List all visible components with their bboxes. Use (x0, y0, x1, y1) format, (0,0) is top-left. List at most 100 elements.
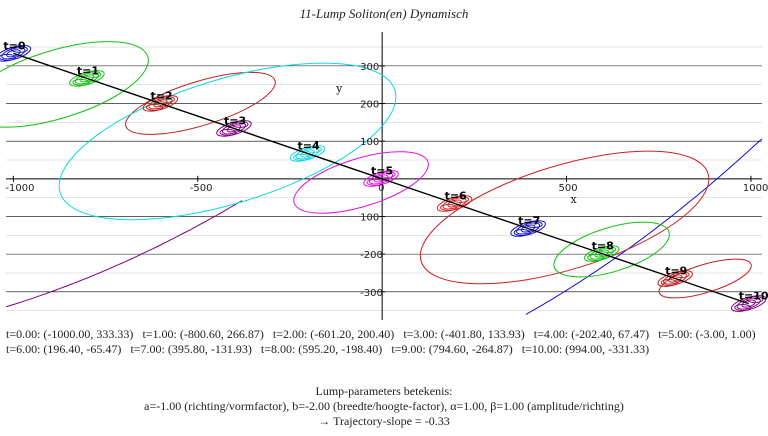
lump-labels: t=0 t=1 t=2 t=3 t=4 t=5 t=6 t=7 t=8 t=9 t=10 (3, 39, 768, 302)
lump-ring (295, 147, 320, 160)
lump-label-0: t=0 (3, 39, 25, 52)
lump-ring (74, 72, 99, 85)
lump-ring (1, 47, 26, 60)
lump-label-3: t=3 (224, 114, 246, 127)
y-tick-label-0: -300 (360, 288, 383, 299)
outer-ring-3 (293, 151, 429, 214)
lump-label-10: t=10 (739, 290, 768, 303)
lump-label-4: t=4 (298, 139, 320, 152)
outer-ring-1 (125, 71, 276, 135)
lump-rings (0, 41, 767, 312)
lump-label-6: t=6 (445, 189, 467, 202)
params-line2: → Trajectory-slope = -0.33 (318, 414, 450, 428)
lump-ring (442, 197, 467, 210)
lump-lobe (72, 78, 90, 86)
lump-lobe (440, 203, 458, 211)
params-heading: Lump-parameters betekenis: (315, 384, 453, 398)
plot-area: t=0 t=1 t=2 t=3 t=4 t=5 t=6 t=7 t=8 t=9 t=10 -1000… (0, 32, 768, 320)
outer-ring-2 (58, 62, 397, 221)
background-curves (5, 138, 763, 315)
lump-ring (368, 172, 394, 185)
y-tick-label-2: 100 (360, 212, 379, 223)
lump-lobe (672, 271, 690, 279)
lump-lobe (231, 120, 249, 128)
outer-ring-4 (419, 150, 710, 285)
lump-position-1: t=1.00: (-800.60, 266.87) (142, 327, 264, 341)
lump-position-8: t=8.00: (595.20, -198.40) (260, 342, 383, 356)
lump-lobe (378, 170, 396, 178)
lump-lobe (84, 70, 102, 78)
x-tick-label-2: 0 (378, 183, 384, 194)
y-tick-label-3: 100 (360, 137, 379, 148)
lump-lobe (0, 53, 16, 61)
trajectory (13, 52, 749, 305)
lump-label-1: t=1 (77, 64, 99, 77)
x-tick-label-3: 500 (559, 183, 578, 194)
x-tick-label-4: 1000 (743, 183, 768, 194)
lump-position-4: t=4.00: (-202.40, 67.47) (533, 327, 650, 341)
lump-lobe (366, 178, 384, 186)
lump-lobe (525, 220, 543, 228)
lump-mark-9 (657, 270, 693, 287)
lump-mark-5 (363, 170, 399, 187)
lump-ring (663, 272, 688, 285)
lump-mark-1 (69, 70, 105, 87)
lump-lobe (305, 145, 323, 153)
params-line1: a=-1.00 (richting/vormfactor), b=-2.00 (… (144, 399, 624, 413)
y-tick-label-5: 300 (360, 62, 379, 73)
outer-ring-6 (658, 258, 752, 299)
trajectory-line (13, 52, 749, 305)
lump-label-8: t=8 (592, 240, 614, 253)
x-axis-label: x (571, 193, 578, 206)
lump-lobe (219, 128, 237, 136)
lump-label-5: t=5 (371, 164, 393, 177)
lump-lobe (734, 304, 752, 312)
lump-mark-3 (216, 120, 252, 137)
lump-mark-8 (583, 245, 620, 262)
lump-ring (148, 97, 173, 110)
lump-lobe (293, 153, 311, 161)
lump-lobe (599, 246, 617, 254)
lump-position-6: t=6.00: (196.40, -65.47) (6, 342, 122, 356)
lump-position-2: t=2.00: (-601.20, 200.40) (272, 327, 395, 341)
outer-ring-0 (0, 41, 149, 128)
lump-lobe (660, 279, 678, 287)
blue-curve (525, 138, 763, 315)
purple-curve (5, 200, 243, 308)
lump-position-3: t=3.00: (-401.80, 133.93) (403, 327, 525, 341)
x-tick-label-1: -500 (190, 183, 213, 194)
lump-ring (736, 297, 761, 310)
lump-label-7: t=7 (518, 214, 540, 227)
lump-lobe (452, 195, 470, 203)
lump-mark-4 (289, 145, 326, 162)
lump-lobe (157, 95, 175, 103)
outer-ring-5 (553, 221, 670, 278)
lump-lobe (513, 228, 531, 236)
lump-mark-2 (142, 95, 179, 112)
lump-mark-7 (510, 220, 546, 237)
y-axis-label: y (335, 82, 343, 95)
lump-lobe (587, 254, 605, 262)
lump-lobe (10, 45, 28, 53)
lump-mark-0 (0, 45, 32, 62)
lump-ring (516, 222, 541, 235)
lump-position-0: t=0.00: (-1000.00, 333.33) (6, 327, 134, 341)
y-tick-label-1: -200 (360, 250, 383, 261)
lump-lobe (746, 296, 764, 304)
lump-position-10: t=10.00: (994.00, -331.33) (521, 342, 650, 356)
y-tick-label-4: 200 (360, 100, 379, 111)
lump-label-2: t=2 (150, 89, 172, 102)
lump-mark-6 (436, 195, 473, 212)
lump-positions: t=0.00: (-1000.00, 333.33) t=1.00: (-800… (6, 327, 762, 357)
x-tick-label-0: -1000 (5, 183, 34, 194)
chart-title: 11-Lump Soliton(en) Dynamisch (299, 6, 469, 21)
tick-labels: -1000 -500 0 500 1000 -300 -200 100 100 200 300 x y (5, 62, 768, 299)
lump-label-9: t=9 (665, 265, 687, 278)
lump-lobe (145, 103, 163, 111)
lump-position-5: t=5.00: (-3.00, 1.00) (658, 327, 756, 341)
lump-mark-10 (730, 295, 767, 312)
parameter-legend: Lump-parameters betekenis: a=-1.00 (rich… (0, 384, 768, 429)
lump-ring (221, 122, 247, 135)
lump-ring (589, 247, 614, 260)
lump-position-7: t=7.00: (395.80, -131.93) (130, 342, 252, 356)
